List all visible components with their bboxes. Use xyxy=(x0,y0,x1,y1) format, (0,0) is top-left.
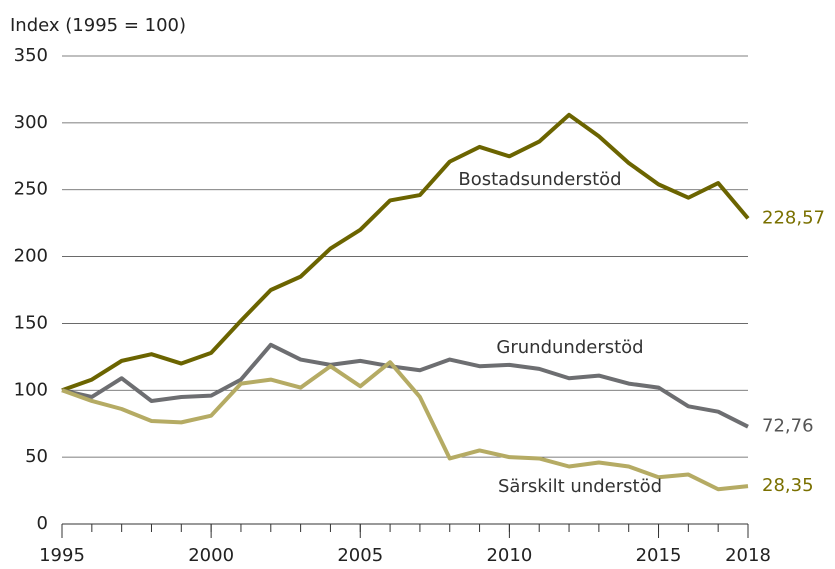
series-line xyxy=(61,360,749,492)
x-tick-label: 2000 xyxy=(188,545,234,566)
series-label: Särskilt understöd xyxy=(498,476,662,497)
x-tick-label: 2005 xyxy=(337,545,383,566)
x-tick-label: 2015 xyxy=(636,545,682,566)
series-label: Grundunderstöd xyxy=(496,337,643,358)
value-label: 228,57 xyxy=(762,207,825,228)
value-label: 72,76 xyxy=(762,416,814,437)
y-tick-label: 0 xyxy=(37,513,48,534)
y-axis-label: Index (1995 = 100) xyxy=(10,15,186,36)
y-tick-label: 350 xyxy=(14,45,48,66)
series-line xyxy=(61,112,750,393)
y-tick-label: 150 xyxy=(14,312,48,333)
y-tick-label: 250 xyxy=(14,179,48,200)
series-label: Bostadsunderstöd xyxy=(458,169,621,190)
x-tick-label: 2018 xyxy=(725,545,771,566)
y-tick-label: 300 xyxy=(14,112,48,133)
series-line xyxy=(61,342,749,429)
y-tick-label: 100 xyxy=(14,379,48,400)
x-tick-label: 2010 xyxy=(486,545,532,566)
x-tick-label: 1995 xyxy=(39,545,85,566)
value-label: 28,35 xyxy=(762,475,814,496)
y-tick-label: 200 xyxy=(14,246,48,267)
y-tick-label: 50 xyxy=(25,446,48,467)
